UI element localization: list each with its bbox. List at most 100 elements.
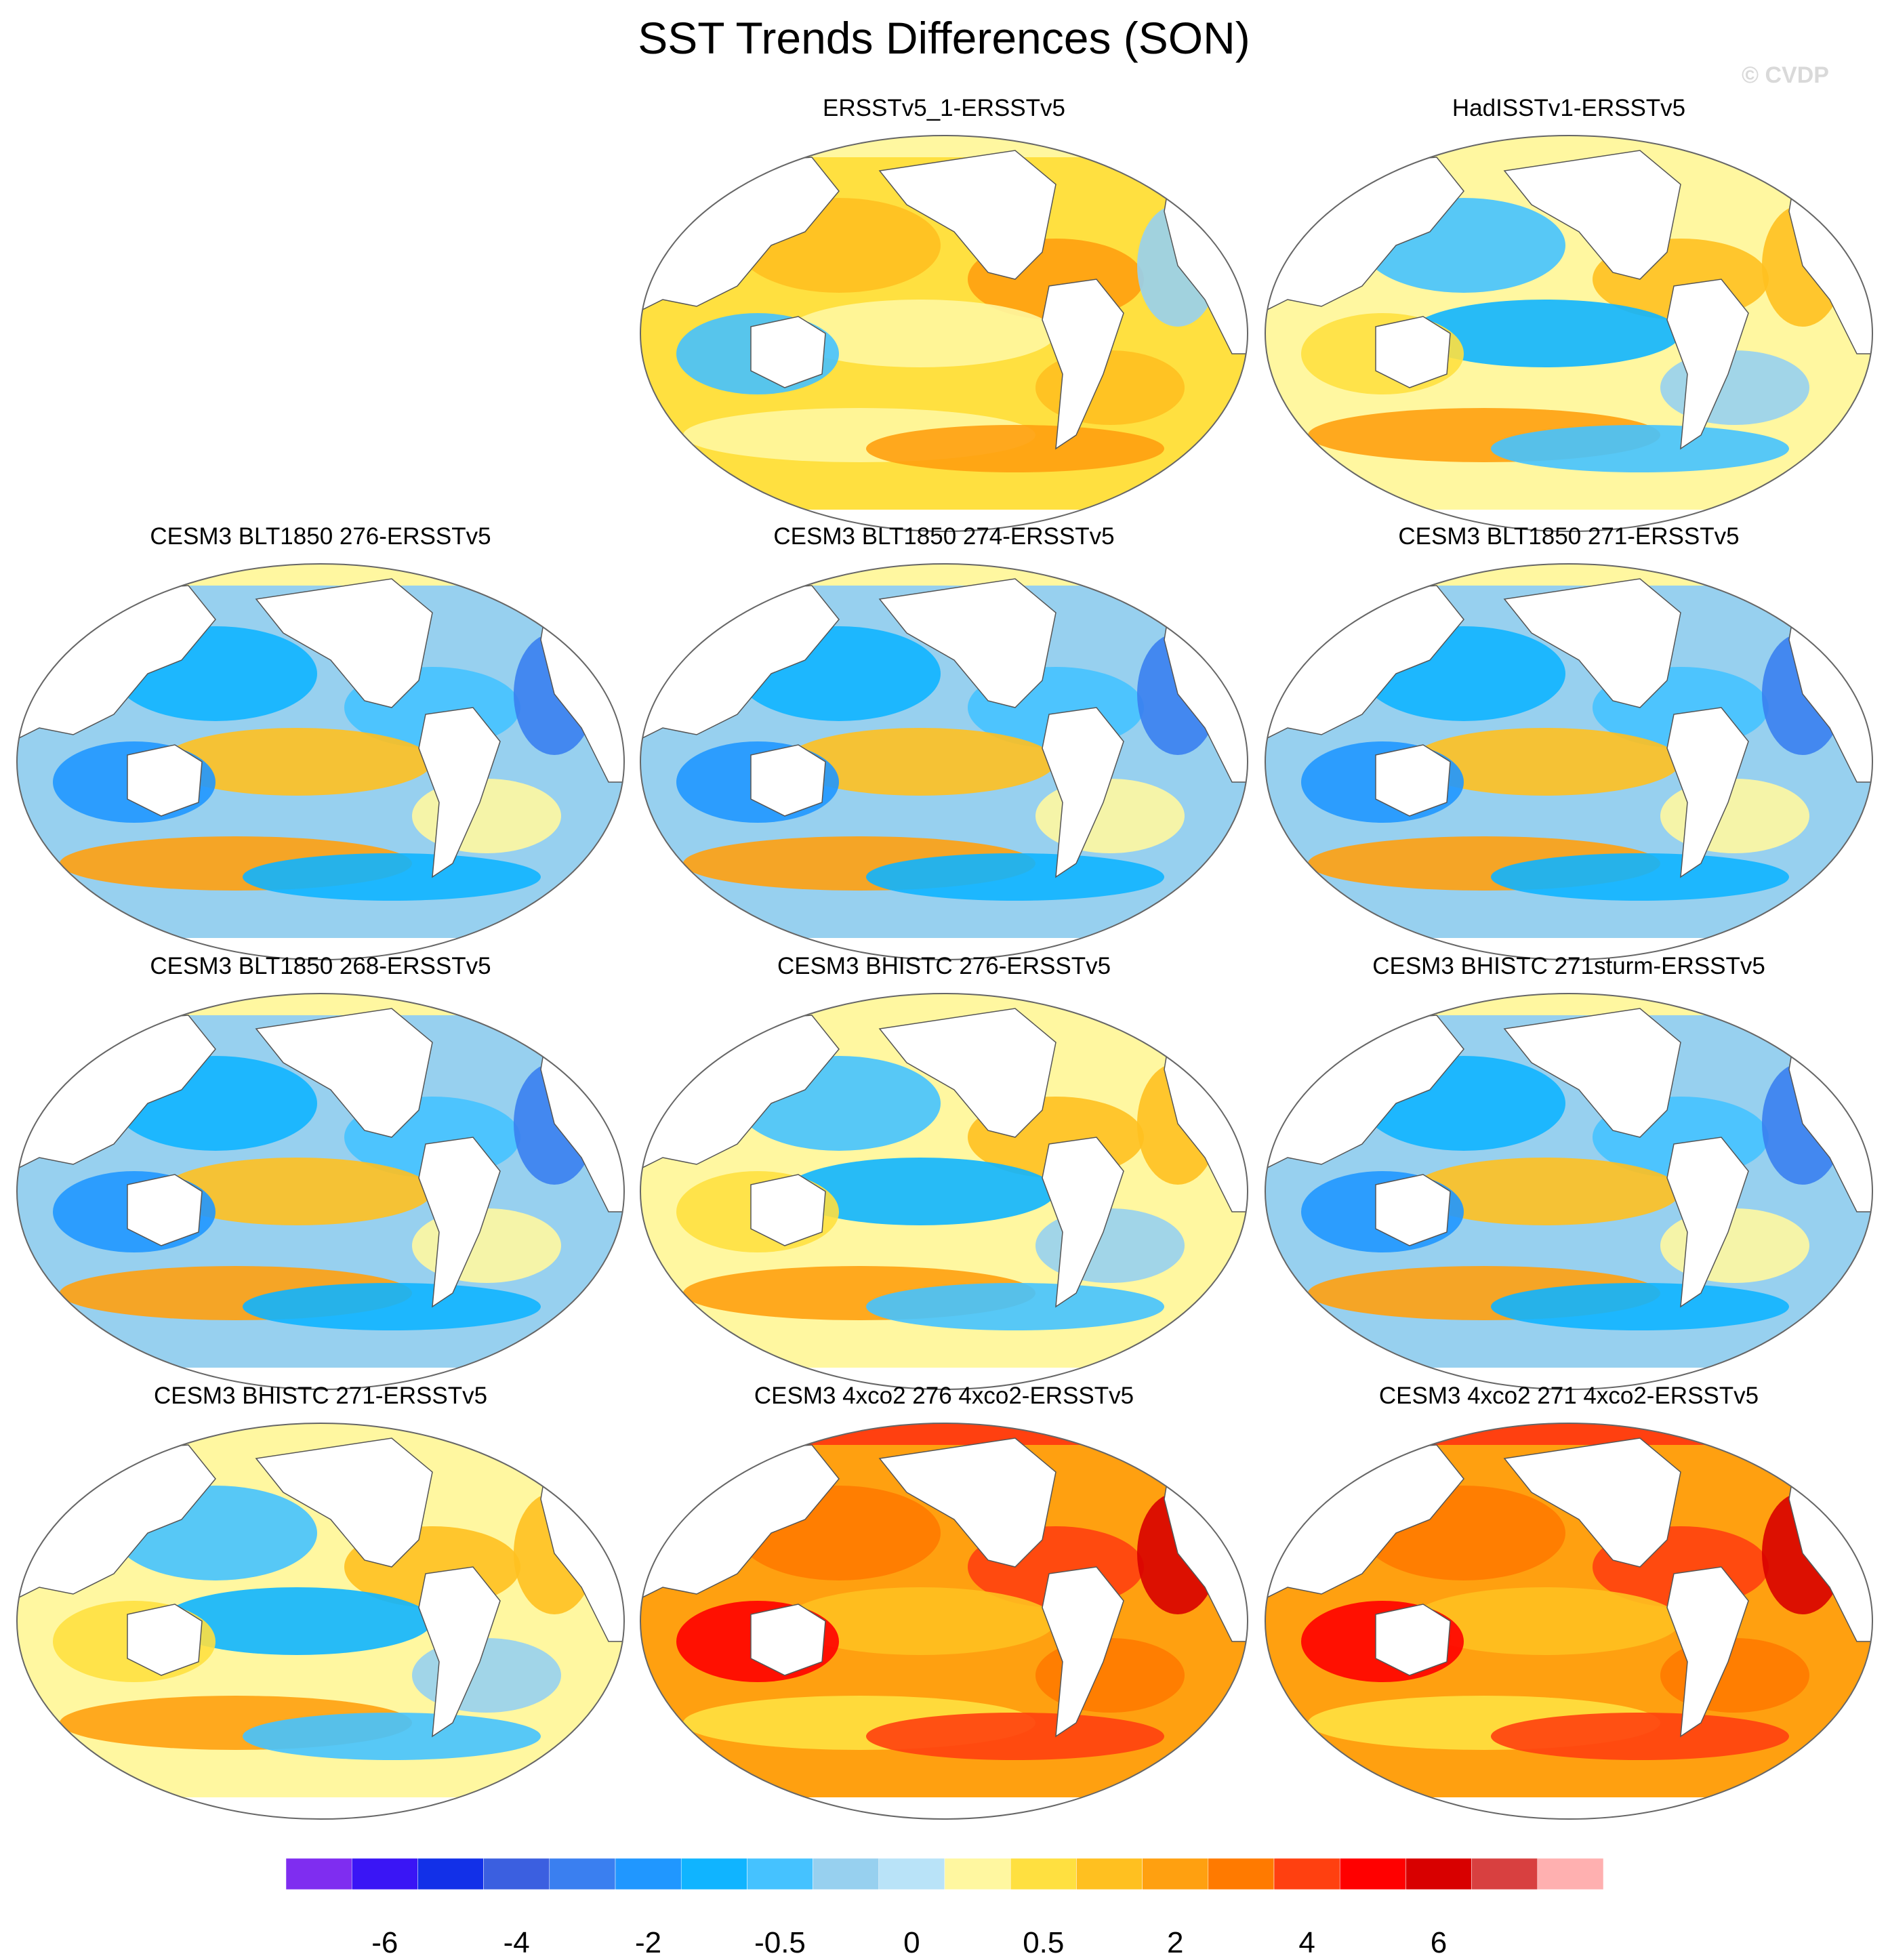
landmass-australia — [750, 1174, 826, 1246]
map-panel: CESM3 BHISTC 276-ERSSTv5 — [636, 953, 1252, 1390]
figure-title: SST Trends Differences (SON) — [638, 13, 1250, 63]
panel-title: CESM3 BLT1850 271-ERSSTv5 — [1398, 523, 1740, 550]
landmass-north-america — [878, 578, 1056, 708]
colorbar-swatch — [1142, 1858, 1209, 1890]
sst-anomaly-region — [161, 728, 432, 796]
sst-anomaly-region — [1410, 728, 1681, 796]
world-map — [16, 1423, 625, 1820]
map-panel: CESM3 BLT1850 271-ERSSTv5 — [1260, 523, 1877, 960]
colorbar-swatch — [286, 1858, 352, 1890]
colorbar — [286, 1858, 1603, 1890]
sst-anomaly-region — [866, 1283, 1164, 1330]
colorbar-swatch — [1273, 1858, 1340, 1890]
colorbar-tick-label: 0 — [903, 1926, 920, 1959]
landmass-australia — [127, 1174, 203, 1246]
colorbar-swatch — [1010, 1858, 1077, 1890]
sst-anomaly-region — [785, 300, 1056, 367]
colorbar-swatch — [813, 1858, 880, 1890]
colorbar-swatch — [878, 1858, 945, 1890]
landmass-north-america — [255, 578, 433, 708]
landmass-australia — [1375, 1604, 1451, 1676]
antarctic-band — [1265, 1797, 1872, 1819]
world-map — [16, 993, 625, 1390]
landmass-south-america — [418, 707, 501, 878]
sst-anomaly-region — [1491, 425, 1789, 472]
world-map — [640, 1423, 1248, 1820]
arctic-band — [17, 564, 624, 586]
world-map — [1265, 563, 1873, 960]
sst-anomaly-region — [866, 853, 1164, 901]
sst-anomaly-region — [243, 1283, 541, 1330]
map-panel: CESM3 4xco2 276 4xco2-ERSSTv5 — [636, 1383, 1252, 1820]
antarctic-band — [17, 1797, 624, 1819]
sst-anomaly-region — [1491, 1713, 1789, 1760]
map-boundary — [16, 993, 625, 1390]
map-boundary — [1265, 1423, 1873, 1820]
panel-title: CESM3 BHISTC 276-ERSSTv5 — [777, 953, 1111, 979]
colorbar-tick-label: 2 — [1166, 1926, 1184, 1959]
landmass-south-america — [1666, 1566, 1749, 1738]
sst-anomaly-region — [243, 1713, 541, 1760]
colorbar-tick-label: -4 — [503, 1926, 530, 1959]
map-panel: CESM3 BHISTC 271-ERSSTv5 — [12, 1383, 629, 1820]
sst-anomaly-region — [1410, 1158, 1681, 1225]
landmass-north-america — [878, 150, 1056, 280]
landmass-north-america — [255, 1008, 433, 1138]
landmass-australia — [127, 1604, 203, 1676]
map-panel: HadISSTv1-ERSSTv5 — [1260, 95, 1877, 532]
panel-title: CESM3 BHISTC 271-ERSSTv5 — [153, 1383, 488, 1409]
panel-title: CESM3 BLT1850 274-ERSSTv5 — [773, 523, 1115, 550]
landmass-australia — [1375, 316, 1451, 388]
arctic-band — [1265, 1423, 1872, 1445]
panel-title: CESM3 BLT1850 276-ERSSTv5 — [150, 523, 491, 550]
map-boundary — [16, 563, 625, 960]
arctic-band — [640, 994, 1248, 1015]
landmass-south-america — [1042, 1137, 1124, 1308]
sst-anomaly-region — [1410, 1587, 1681, 1655]
landmass-north-america — [1503, 150, 1681, 280]
arctic-band — [1265, 994, 1872, 1015]
colorbar-swatch — [680, 1858, 747, 1890]
sst-anomaly-region — [161, 1158, 432, 1225]
landmass-south-america — [1042, 1566, 1124, 1738]
map-panel: ERSSTv5_1-ERSSTv5 — [636, 95, 1252, 532]
colorbar-tick-label: 6 — [1430, 1926, 1448, 1959]
map-boundary — [1265, 563, 1873, 960]
colorbar-tick-label: 0.5 — [1023, 1926, 1065, 1959]
colorbar-swatch — [747, 1858, 813, 1890]
arctic-band — [17, 994, 624, 1015]
world-map — [640, 993, 1248, 1390]
landmass-north-america — [878, 1008, 1056, 1138]
arctic-band — [640, 564, 1248, 586]
arctic-band — [17, 1423, 624, 1445]
sst-anomaly-region — [866, 1713, 1164, 1760]
map-boundary — [640, 1423, 1248, 1820]
landmass-south-america — [418, 1566, 501, 1738]
world-map — [1265, 1423, 1873, 1820]
colorbar-tick-label: -0.5 — [754, 1926, 806, 1959]
colorbar-swatch — [1471, 1858, 1538, 1890]
map-boundary — [16, 1423, 625, 1820]
panel-title: HadISSTv1-ERSSTv5 — [1452, 95, 1686, 121]
map-panel: CESM3 BLT1850 274-ERSSTv5 — [636, 523, 1252, 960]
colorbar-swatch — [1405, 1858, 1472, 1890]
map-boundary — [1265, 993, 1873, 1390]
sst-anomaly-region — [243, 853, 541, 901]
map-boundary — [640, 993, 1248, 1390]
arctic-band — [640, 1423, 1248, 1445]
arctic-band — [1265, 564, 1872, 586]
arctic-band — [640, 136, 1248, 157]
landmass-australia — [750, 1604, 826, 1676]
sst-anomaly-region — [1491, 1283, 1789, 1330]
map-boundary — [1265, 135, 1873, 532]
panel-title: CESM3 4xco2 276 4xco2-ERSSTv5 — [754, 1383, 1134, 1409]
sst-anomaly-region — [866, 425, 1164, 472]
landmass-australia — [750, 744, 826, 817]
antarctic-band — [640, 1797, 1248, 1819]
colorbar-swatch — [351, 1858, 418, 1890]
map-boundary — [640, 563, 1248, 960]
landmass-south-america — [1042, 707, 1124, 878]
map-boundary — [640, 135, 1248, 532]
colorbar-swatch — [615, 1858, 682, 1890]
sst-anomaly-region — [785, 728, 1056, 796]
